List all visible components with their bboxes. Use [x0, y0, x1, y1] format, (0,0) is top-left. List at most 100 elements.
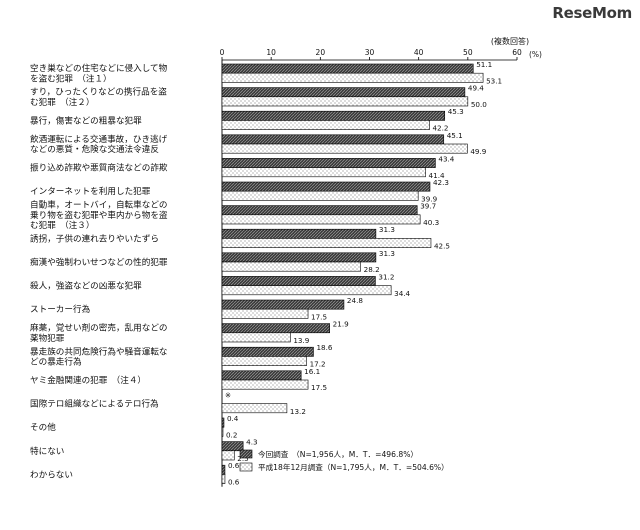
- category-label: 自動車，オートバイ，自転車などの: [30, 199, 168, 211]
- category-label: 乗り物を盗む犯罪や車内から物を盗: [30, 209, 168, 221]
- data-label: 24.8: [347, 296, 363, 305]
- legend-swatch: [239, 449, 253, 459]
- data-label: 17.5: [311, 383, 327, 392]
- bar-previous: [221, 474, 226, 484]
- category-label: 暴走族の共同危険行為や騒音運転な: [30, 345, 168, 357]
- bar-current: [221, 370, 302, 381]
- bar-previous: [221, 261, 361, 272]
- bar-current: [221, 464, 226, 475]
- data-label: 13.2: [290, 407, 306, 416]
- bars: 51.1 53.149.4 50.0 45.342.245.1 49.9 43.4 41.4…: [221, 60, 502, 487]
- data-label: 45.1: [447, 131, 463, 140]
- data-label: 49.9: [470, 147, 486, 156]
- category-label: む犯罪 （注２）: [30, 96, 94, 108]
- data-label: 0.6: [228, 478, 240, 487]
- category-label: すり，ひったくりなどの携行品を盗: [30, 86, 167, 98]
- data-label: 41.4: [429, 171, 445, 180]
- category-label: 振り込め詐欺や悪質商法などの詐欺: [30, 162, 168, 174]
- data-label: 39.9: [421, 194, 437, 203]
- data-label: 42.5: [434, 242, 450, 251]
- data-label: 39.7: [420, 202, 436, 211]
- data-label: 28.2: [364, 265, 380, 274]
- x-tick-label: 10: [266, 48, 276, 57]
- category-label: 誘拐，子供の連れ去りやいたずら: [30, 232, 159, 244]
- bar-current: [221, 158, 436, 168]
- bar-current: [221, 299, 345, 310]
- category-label: 国際テロ組織などによるテロ行為: [30, 398, 159, 410]
- bar-previous: [221, 96, 469, 107]
- multiple-answer-note: (複数回答): [491, 36, 529, 46]
- data-label: 49.4: [468, 84, 484, 93]
- x-axis: (複数回答)(%) 0 10 20 30 40 50 60: [220, 36, 542, 487]
- data-label: 40.3: [423, 218, 439, 227]
- bar-previous: [221, 332, 291, 343]
- category-label: 殺人，強盗などの凶悪な犯罪: [30, 280, 142, 292]
- bar-current: [221, 134, 445, 145]
- data-label: 4.3: [246, 438, 257, 447]
- resemom-watermark: ReseMom: [552, 4, 632, 22]
- legend-entry: 今回調査 （N=1,956人，M．T．=496.8%）: [258, 449, 418, 459]
- data-label: 31.2: [378, 272, 394, 281]
- data-label: ※: [225, 390, 231, 399]
- category-label: を盗む犯罪 （注１）: [30, 72, 112, 84]
- data-label: 18.6: [316, 343, 332, 352]
- data-label: 31.3: [379, 225, 395, 234]
- bar-current: [221, 205, 418, 216]
- data-label: 51.1: [476, 60, 492, 69]
- bar-previous: [221, 72, 484, 83]
- bar-current: [221, 417, 225, 428]
- x-tick-label: 20: [316, 48, 326, 57]
- category-label: 飲酒運転による交通事故，ひき逃げ: [30, 133, 168, 145]
- bar-current: [221, 110, 446, 121]
- bar-previous: [221, 214, 421, 225]
- data-label: 21.9: [333, 320, 349, 329]
- bar-previous: [221, 379, 309, 390]
- bar-current: [221, 276, 376, 286]
- data-label: 45.3: [448, 107, 464, 116]
- data-label: 42.2: [432, 124, 448, 133]
- bar-previous: [221, 167, 426, 178]
- data-label: 31.3: [379, 249, 395, 258]
- data-label: 42.3: [433, 178, 449, 187]
- category-label: 空き巣などの住宅などに侵入して物: [30, 62, 168, 74]
- bar-previous: [221, 426, 224, 437]
- bar-previous: [221, 356, 307, 366]
- x-tick-label: 60: [512, 48, 522, 57]
- bar-current: [221, 441, 244, 452]
- bar-previous: [221, 403, 288, 414]
- data-label: 13.9: [293, 336, 309, 345]
- x-tick-label: 0: [220, 48, 225, 57]
- bar-current: [221, 323, 330, 334]
- data-label: 53.1: [486, 76, 502, 85]
- bar-current: [221, 346, 314, 357]
- bar-previous: [221, 143, 468, 154]
- category-label: ストーカー行為: [30, 303, 91, 315]
- category-label: どの暴走行為: [30, 356, 82, 368]
- category-label: その他: [30, 421, 56, 433]
- category-label: などの悪質・危険な交通法令違反: [30, 143, 159, 155]
- bar-previous: [221, 285, 392, 296]
- legend-entry: 平成18年12月調査（N=1,795人，M．T．=504.6%）: [258, 462, 449, 472]
- category-label: 痴漢や強制わいせつなどの性的犯罪: [30, 256, 168, 268]
- category-label: 暴行，傷害などの粗暴な犯罪: [30, 114, 142, 126]
- category-label: インターネットを利用した犯罪: [30, 185, 151, 197]
- data-label: 0.4: [227, 414, 239, 423]
- bar-previous: [221, 308, 309, 319]
- data-label: 16.1: [304, 367, 320, 376]
- bar-current: [221, 181, 431, 192]
- category-label: 麻薬，覚せい剤の密売，乱用などの: [30, 322, 168, 334]
- data-label: 0.2: [226, 430, 237, 439]
- category-label: 特にない: [30, 445, 64, 457]
- category-label: 薬物犯罪: [30, 332, 65, 344]
- legend: 今回調査 （N=1,956人，M．T．=496.8%） 平成18年12月調査（N=…: [239, 449, 449, 472]
- data-label: 17.5: [311, 312, 327, 321]
- unit-label: (%): [529, 50, 542, 59]
- x-tick-label: 30: [365, 48, 375, 57]
- bar-previous: [221, 120, 430, 130]
- bar-previous: [221, 238, 432, 248]
- bar-current: [221, 63, 474, 74]
- data-label: 0.6: [228, 461, 240, 470]
- data-label: 43.4: [438, 154, 454, 163]
